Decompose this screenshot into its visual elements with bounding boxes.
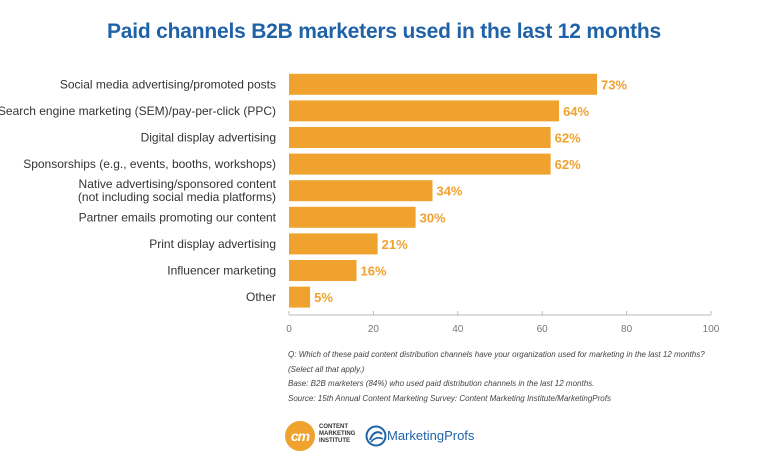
bar [289, 260, 357, 281]
x-tick-label: 60 [537, 324, 549, 335]
bar-value-label: 5% [314, 290, 333, 305]
survey-base: Base: B2B marketers (84%) who used paid … [288, 379, 595, 388]
x-tick-label: 20 [368, 324, 380, 335]
bar-value-label: 34% [436, 184, 462, 199]
chart-title: Paid channels B2B marketers used in the … [106, 20, 662, 43]
x-tick-label: 100 [703, 324, 720, 335]
category-label: Print display advertising [149, 237, 276, 251]
bar-value-label: 62% [555, 157, 581, 172]
category-label: Other [246, 290, 276, 304]
bar [289, 127, 551, 148]
bar [289, 73, 598, 95]
bar-value-label: 64% [563, 104, 589, 119]
survey-source: Source: 15th Annual Content Marketing Su… [288, 393, 611, 403]
cmi-logo-mark: cm [285, 421, 315, 451]
bar-value-label: 21% [382, 237, 408, 252]
bar-value-label: 30% [420, 210, 446, 225]
bar [289, 180, 433, 202]
bar [289, 100, 560, 122]
bar [289, 206, 416, 228]
x-tick-label: 80 [621, 324, 633, 335]
bar [289, 233, 378, 255]
category-label: Influencer marketing [167, 264, 276, 278]
cmi-logo-line: INSTITUTE [319, 438, 350, 444]
bar-value-label: 62% [555, 131, 581, 146]
category-label: Partner emails promoting our content [79, 210, 277, 224]
cmi-logo-line: CONTENT [319, 424, 348, 430]
cmi-logo: cm CONTENT MARKETING INSTITUTE [285, 420, 365, 456]
marketingprofs-globe-icon [365, 425, 387, 447]
x-tick-label: 0 [286, 324, 292, 335]
bar-chart: 73% Social media advertising/promoted pos… [0, 73, 720, 335]
bar-value-label: 73% [601, 77, 627, 92]
cmi-logo-text: CONTENT MARKETING INSTITUTE [319, 424, 363, 445]
category-label: (not including social media platforms) [78, 190, 276, 204]
chart-notes: Q: Which of these paid content distribut… [288, 348, 758, 406]
category-label: Sponsorships (e.g., events, booths, work… [23, 157, 276, 171]
bar [289, 286, 311, 308]
cmi-logo-line: MARKETING [319, 431, 356, 437]
category-label: Digital display advertising [141, 131, 276, 145]
marketingprofs-logo-text: MarketingProfs [387, 428, 475, 443]
bar-value-label: 16% [361, 264, 387, 279]
category-label: Native advertising/sponsored content [79, 177, 277, 191]
category-label: Search engine marketing (SEM)/pay-per-cl… [0, 104, 276, 118]
category-label: Social media advertising/promoted posts [60, 77, 276, 91]
bar [289, 153, 551, 175]
x-tick-label: 40 [452, 324, 464, 335]
survey-question: Q: Which of these paid content distribut… [288, 350, 705, 359]
survey-select-note: (Select all that apply.) [288, 364, 365, 374]
marketingprofs-logo: MarketingProfs [365, 423, 475, 451]
